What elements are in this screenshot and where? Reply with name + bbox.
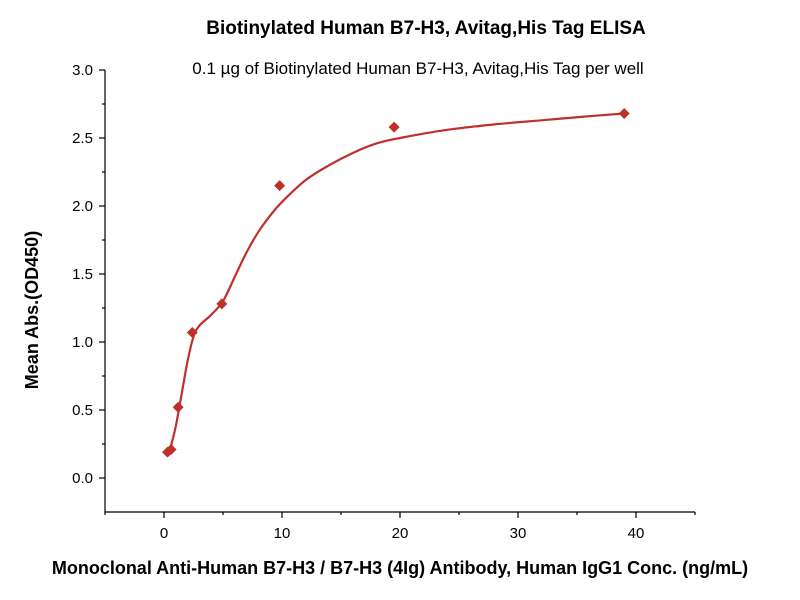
data-point — [186, 326, 198, 338]
y-tick-label: 0.0 — [72, 470, 93, 487]
data-point — [216, 298, 228, 310]
y-tick-label: 2.5 — [72, 130, 93, 147]
x-tick-label: 20 — [392, 525, 409, 542]
data-point — [274, 180, 286, 192]
y-tick-label: 1.0 — [72, 334, 93, 351]
x-ticks: 0 10 20 30 40 — [104, 512, 696, 542]
x-tick-label: 30 — [510, 525, 527, 542]
x-tick-label: 0 — [160, 525, 168, 542]
data-point — [388, 121, 400, 133]
x-tick-label: 40 — [628, 525, 645, 542]
data-point — [618, 108, 630, 120]
axes — [104, 70, 695, 513]
chart-title: Biotinylated Human B7-H3, Avitag,His Tag… — [206, 18, 646, 39]
chart-subtitle: 0.1 µg of Biotinylated Human B7-H3, Avit… — [192, 59, 643, 78]
x-axis-label: Monoclonal Anti-Human B7-H3 / B7-H3 (4Ig… — [52, 558, 748, 578]
y-tick-label: 2.0 — [72, 198, 93, 215]
data-markers — [162, 108, 630, 458]
y-tick-label: 3.0 — [72, 62, 93, 79]
y-ticks: 0.0 0.5 1.0 1.5 2.0 2.5 3.0 — [72, 62, 105, 487]
y-tick-label: 0.5 — [72, 402, 93, 419]
fit-curve — [166, 112, 625, 456]
y-tick-label: 1.5 — [72, 266, 93, 283]
data-point — [165, 443, 177, 455]
x-tick-label: 10 — [274, 525, 291, 542]
y-axis-label: Mean Abs.(OD450) — [22, 231, 42, 389]
data-point — [172, 401, 184, 413]
